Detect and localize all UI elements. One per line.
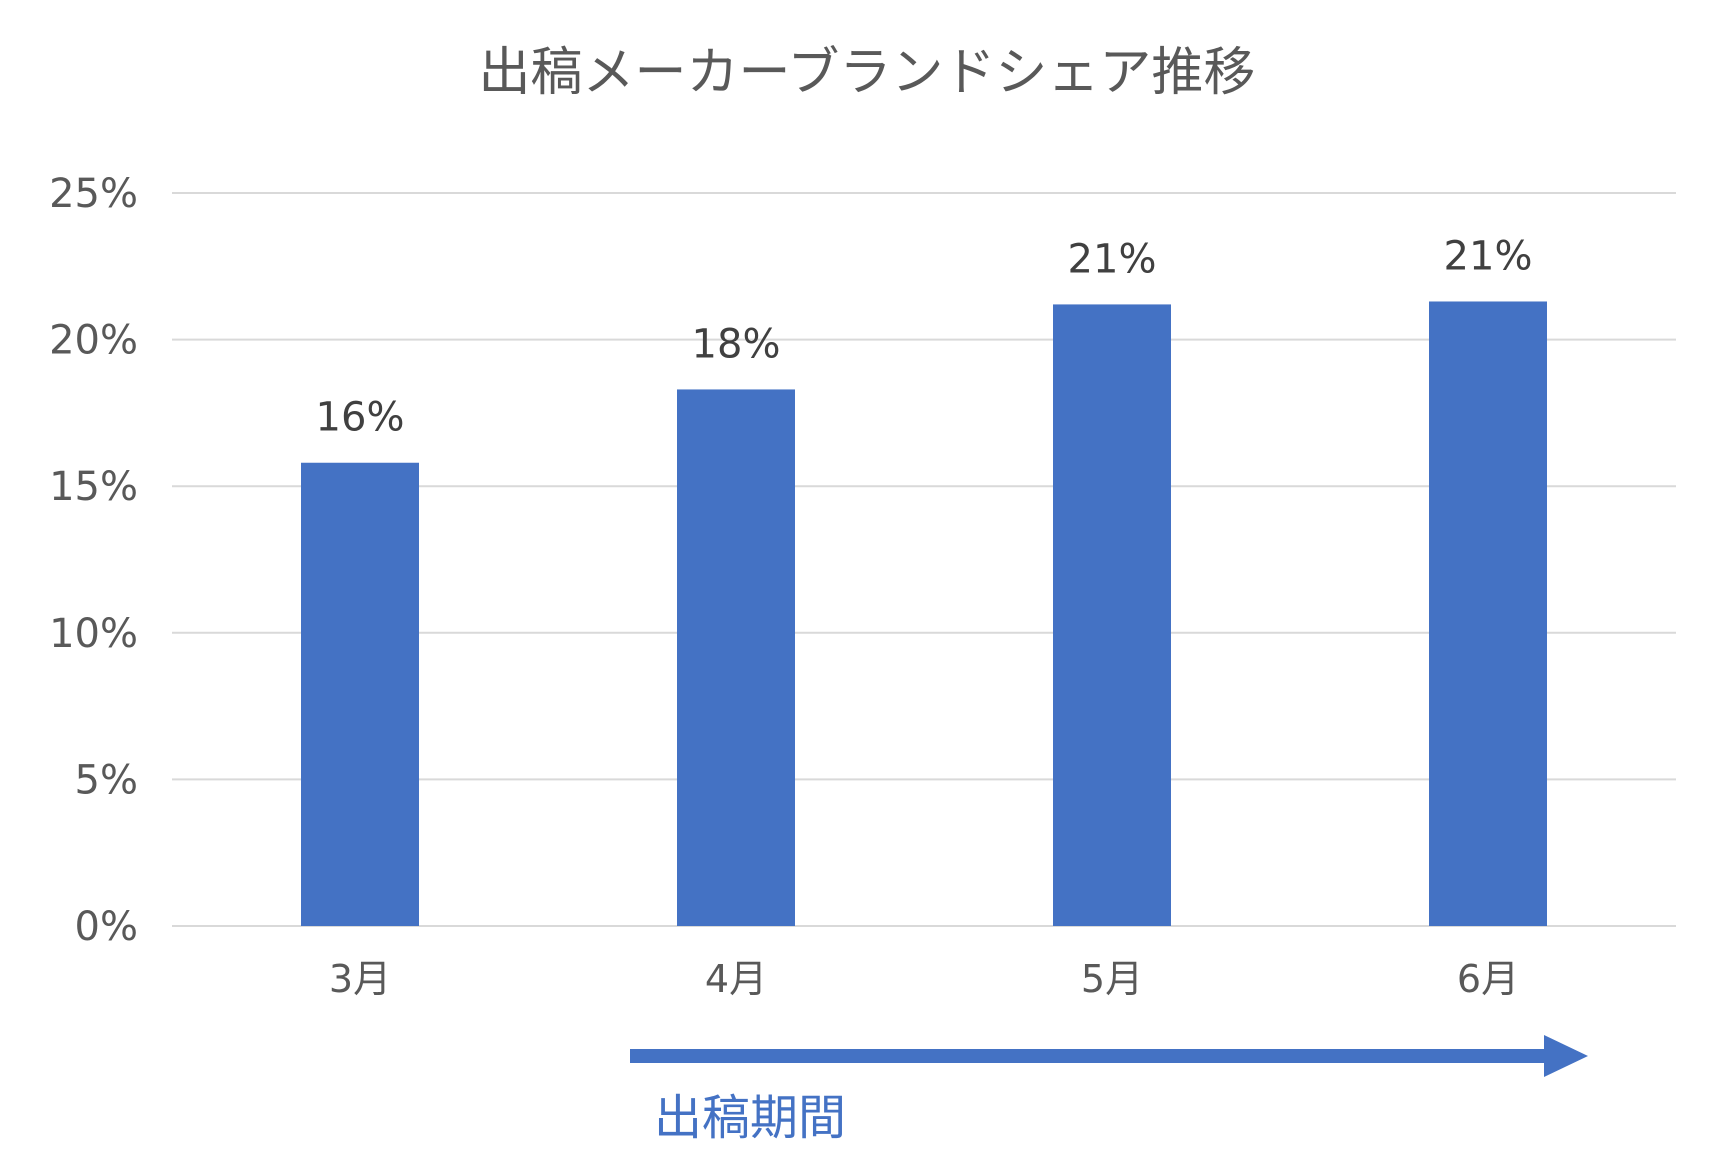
x-tick-label: 4月 <box>705 957 767 1001</box>
period-annotation: 出稿期間 <box>630 1035 1588 1146</box>
x-tick-label: 3月 <box>329 957 391 1001</box>
bar <box>1429 301 1547 926</box>
x-axis-ticks: 3月 4月 5月 6月 <box>329 957 1519 1001</box>
arrow-right-icon <box>1544 1035 1588 1077</box>
bar <box>677 389 795 927</box>
data-label: 16% <box>316 395 405 441</box>
y-tick-label: 25% <box>49 171 138 217</box>
gridlines <box>172 192 1676 927</box>
period-label: 出稿期間 <box>654 1090 846 1146</box>
data-label: 18% <box>692 321 781 367</box>
bars <box>301 301 1547 927</box>
y-axis-ticks: 0% 5% 10% 15% 20% 25% <box>49 171 138 950</box>
y-tick-label: 5% <box>75 757 138 803</box>
x-tick-label: 5月 <box>1081 957 1143 1001</box>
y-tick-label: 10% <box>49 611 138 657</box>
bar <box>301 462 419 926</box>
data-label: 21% <box>1444 233 1533 279</box>
x-tick-label: 6月 <box>1457 957 1519 1001</box>
y-tick-label: 15% <box>49 464 138 510</box>
chart-title: 出稿メーカーブランドシェア推移 <box>479 43 1256 103</box>
y-tick-label: 0% <box>75 904 138 950</box>
y-tick-label: 20% <box>49 318 138 364</box>
data-label: 21% <box>1068 236 1157 282</box>
data-labels: 16% 18% 21% 21% <box>316 233 1533 440</box>
bar <box>1053 304 1171 926</box>
